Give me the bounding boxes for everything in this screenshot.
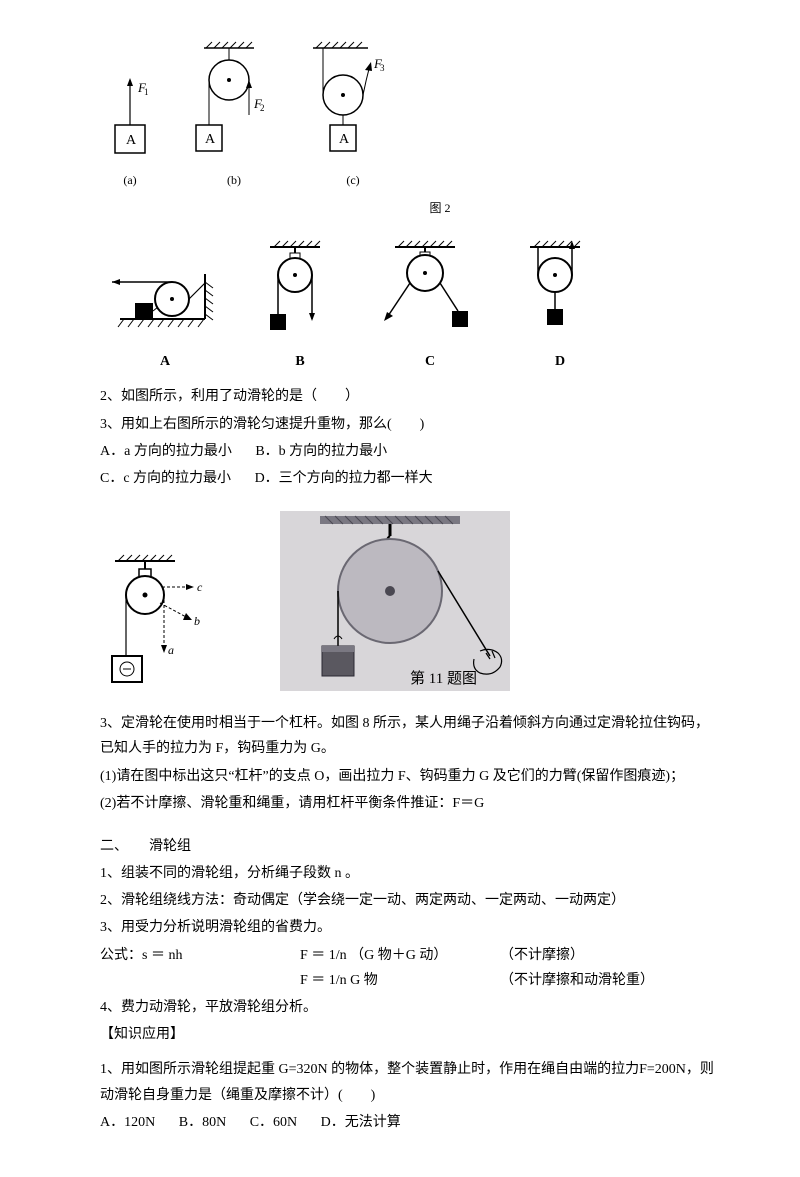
svg-text:2: 2 [260,103,265,113]
q3lever-2: (1)请在图中标出这只“杠杆”的支点 O，画出拉力 F、钩码重力 G 及它们的力… [100,764,720,789]
s2-p2: 2、滑轮组绕线方法：奇动偶定（学会绕一定一动、两定两动、一定两动、一动两定） [100,888,720,913]
q3lever-3: (2)若不计摩擦、滑轮重和绳重，请用杠杆平衡条件推证：F＝G [100,791,720,816]
s2-p4: 4、费力动滑轮，平放滑轮组分析。 [100,995,720,1020]
formula-1: 公式：s ＝ nh F ＝ 1/n （G 物＋G 动） （不计摩擦） [100,943,720,968]
figure-abcd [110,239,720,339]
lever-figure-pair: c b a [100,511,720,691]
img11-caption: 第 11 题图 [410,669,477,687]
formula-2: F ＝ 1/n G 物 （不计摩擦和动滑轮重） [100,968,720,993]
s2-p3: 3、用受力分析说明滑轮组的省费力。 [100,915,720,940]
fig2-b-svg: F 2 A [194,40,274,170]
figD-svg [520,239,600,339]
app-q1-line1: 1、用如图所示滑轮组提起重 G=320N 的物体，整个装置静止时，作用在绳自由端… [100,1057,720,1107]
figC-svg [380,239,480,339]
q3top-options-cd: C．c 方向的拉力最小 D．三个方向的拉力都一样大 [100,466,720,491]
figure-2: F 1 A (a) F 2 A (b) [100,40,720,192]
figABCD-labels: A B C D [110,349,720,374]
svg-text:A: A [205,132,216,147]
fig2-c-label: (c) [308,170,398,192]
svg-text:c: c [197,580,203,594]
fig2-b: F 2 A (b) [194,40,274,192]
fig2-caption: 图 2 [160,198,720,220]
figA-svg [110,259,220,339]
svg-text:3: 3 [380,63,385,73]
big-shaded-pulley: 第 11 题图 [280,511,510,691]
svg-text:1: 1 [144,87,149,97]
q2-text: 2、如图所示，利用了动滑轮的是（ ） [100,384,720,409]
fig2-c-svg: F 3 A [308,40,398,170]
svg-text:b: b [194,614,200,628]
fig2-c: F 3 A (c) [308,40,398,192]
small-pulley-abc: c b a [100,551,220,691]
s2-p1: 1、组装不同的滑轮组，分析绳子段数 n 。 [100,861,720,886]
app-q1-options: A．120N B．80N C．60N D．无法计算 [100,1110,720,1135]
fig2-a-label: (a) [100,170,160,192]
figB-svg [260,239,340,339]
q3top-options-ab: A．a 方向的拉力最小 B．b 方向的拉力最小 [100,439,720,464]
fig2-a-svg: F 1 A [100,70,160,170]
app-title: 【知识应用】 [100,1022,720,1047]
box-label: A [126,133,137,148]
svg-text:A: A [339,132,350,147]
svg-text:a: a [168,643,174,657]
fig2-b-label: (b) [194,170,274,192]
fig2-a: F 1 A (a) [100,70,160,192]
section2-title: 二、 滑轮组 [100,834,720,859]
q3top-text: 3、用如上右图所示的滑轮匀速提升重物，那么( ) [100,412,720,437]
q3lever-1: 3、定滑轮在使用时相当于一个杠杆。如图 8 所示，某人用绳子沿着倾斜方向通过定滑… [100,711,720,761]
